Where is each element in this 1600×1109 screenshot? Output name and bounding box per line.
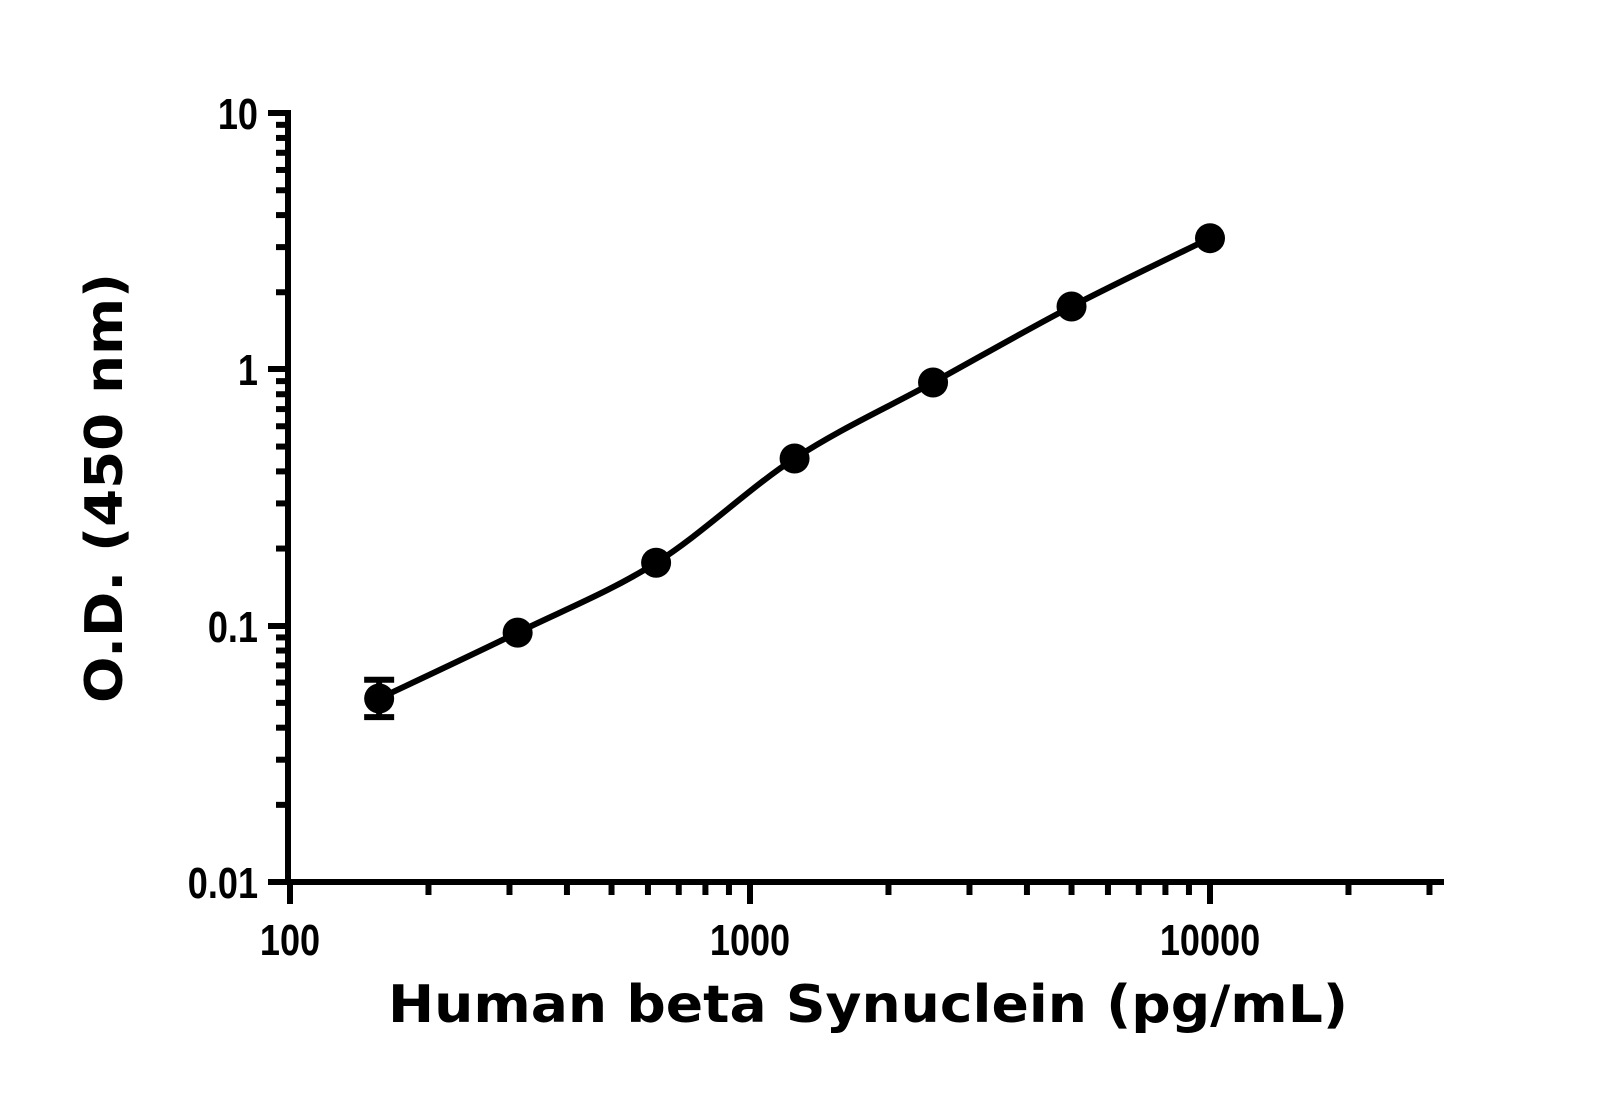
data-point-marker <box>1195 223 1225 254</box>
y-tick-label-10: 10 <box>218 90 258 139</box>
y-tick-label-1: 1 <box>238 346 258 395</box>
data-point-marker <box>779 443 810 474</box>
x-axis-title: Human beta Synuclein (pg/mL) <box>388 975 1348 1035</box>
y-axis-title: O.D. (450 nm) <box>75 273 135 703</box>
y-tick-label-0.01: 0.01 <box>188 859 258 908</box>
y-tick-label-0.1: 0.1 <box>208 603 258 652</box>
data-point-marker <box>641 547 672 578</box>
x-tick-label-100: 100 <box>260 916 320 965</box>
data-point-marker <box>364 683 395 714</box>
x-tick-label-10000: 10000 <box>1160 916 1260 965</box>
data-point-marker <box>1056 291 1087 322</box>
x-tick-label-1000: 1000 <box>710 916 790 965</box>
data-points <box>364 223 1225 714</box>
data-point-marker <box>918 367 949 398</box>
data-point-marker <box>502 617 533 648</box>
